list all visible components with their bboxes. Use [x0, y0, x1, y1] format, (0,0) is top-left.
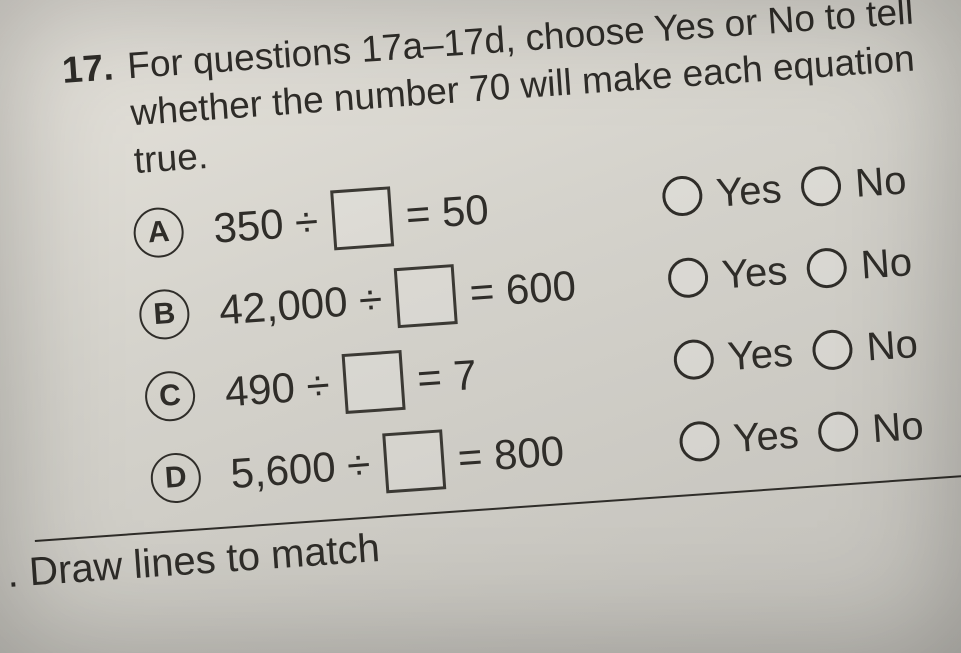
no-bubble-b[interactable]: [806, 247, 849, 290]
equation-a: 350 ÷ = 50: [211, 170, 634, 259]
no-bubble-c[interactable]: [811, 329, 854, 372]
equation-c-rhs: = 7: [416, 354, 478, 400]
equation-d-lhs: 5,600 ÷: [229, 444, 371, 496]
no-label-c: No: [865, 324, 919, 367]
choice-letter-a: A: [132, 206, 185, 259]
question-number: 17.: [60, 43, 115, 94]
yes-label-d: Yes: [732, 415, 800, 459]
yes-bubble-c[interactable]: [672, 338, 715, 381]
choice-letter-c: C: [143, 370, 196, 423]
yes-label-b: Yes: [721, 251, 789, 295]
equation-list: A 350 ÷ = 50 Yes No B 42,000 ÷: [132, 147, 961, 510]
no-bubble-a[interactable]: [800, 165, 843, 208]
yes-no-c: Yes No: [672, 324, 925, 381]
equation-d-rhs: = 800: [456, 430, 565, 479]
equation-b: 42,000 ÷ = 600: [217, 251, 640, 340]
content-wrapper: 17. For questions 17a–17d, choose Yes or…: [0, 0, 961, 596]
worksheet-page: 17. For questions 17a–17d, choose Yes or…: [0, 0, 961, 653]
no-label-a: No: [854, 160, 908, 203]
no-label-d: No: [871, 406, 925, 449]
choice-letter-d: D: [149, 451, 202, 504]
choice-letter-b: B: [138, 288, 191, 341]
equation-a-rhs: = 50: [404, 189, 490, 237]
yes-bubble-d[interactable]: [678, 420, 721, 463]
yes-no-d: Yes No: [678, 405, 931, 462]
equation-b-rhs: = 600: [468, 265, 577, 314]
equation-c: 490 ÷ = 7: [223, 333, 646, 422]
next-question-fragment: . Draw lines to match: [6, 484, 961, 597]
yes-bubble-b[interactable]: [667, 257, 710, 300]
blank-box-d[interactable]: [382, 429, 446, 493]
no-bubble-d[interactable]: [817, 410, 860, 453]
equation-b-lhs: 42,000 ÷: [218, 278, 384, 331]
equation-a-lhs: 350 ÷: [212, 201, 319, 250]
no-label-b: No: [860, 242, 914, 285]
blank-box-a[interactable]: [330, 186, 394, 250]
equation-c-lhs: 490 ÷: [224, 364, 331, 413]
yes-label-c: Yes: [726, 333, 794, 377]
equation-d: 5,600 ÷ = 800: [229, 415, 652, 504]
blank-box-b[interactable]: [394, 264, 458, 328]
yes-no-a: Yes No: [661, 160, 914, 217]
yes-no-b: Yes No: [667, 242, 920, 299]
yes-bubble-a[interactable]: [661, 175, 704, 218]
blank-box-c[interactable]: [341, 350, 405, 414]
yes-label-a: Yes: [715, 169, 783, 213]
